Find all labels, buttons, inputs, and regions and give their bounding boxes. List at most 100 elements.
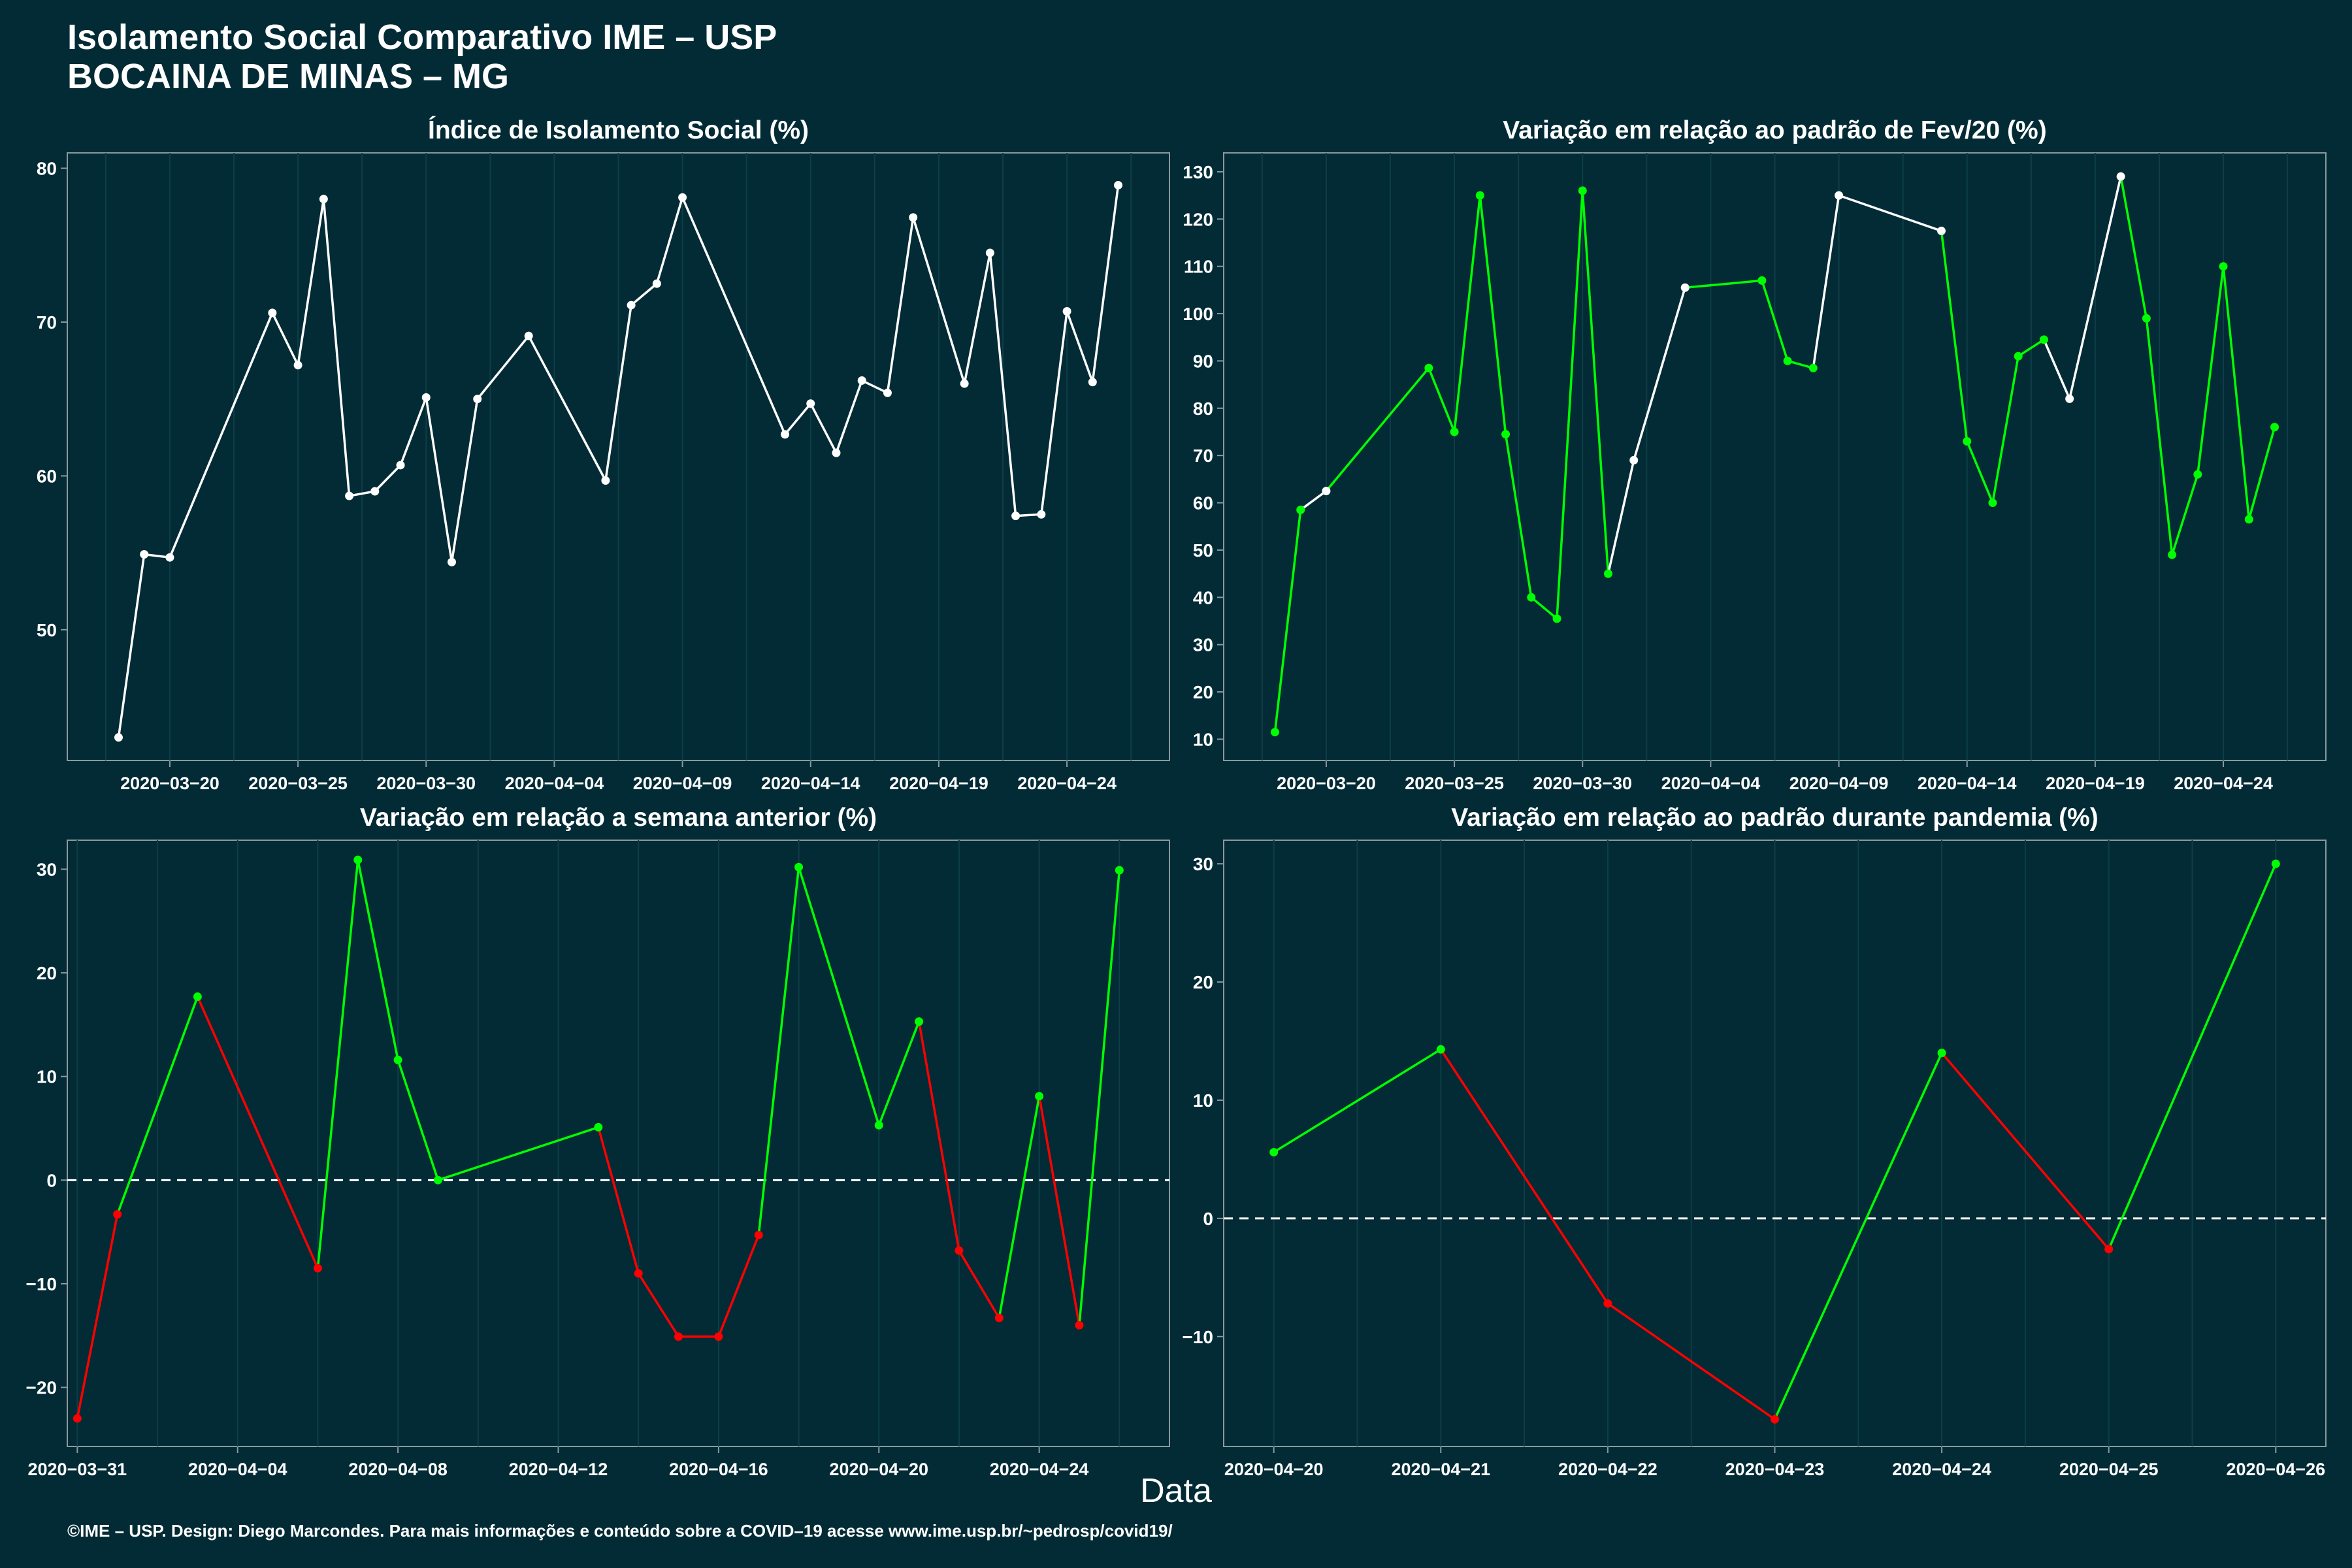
data-point <box>985 248 994 257</box>
data-point <box>678 193 687 202</box>
data-point <box>915 1017 924 1026</box>
data-point <box>1035 1092 1044 1101</box>
data-point <box>421 393 431 402</box>
series-segment <box>1078 869 1121 1327</box>
series-segment <box>1428 367 1456 433</box>
y-tick-label: 30 <box>37 859 57 879</box>
y-tick-label: 10 <box>1193 729 1213 749</box>
data-point <box>2142 314 2151 323</box>
data-point <box>652 279 661 288</box>
x-tick-label: 2020−04−04 <box>188 1460 287 1479</box>
chart-title-line2: BOCAINA DE MINAS – MG <box>67 57 510 96</box>
data-point <box>1963 436 1972 446</box>
data-point <box>627 301 636 310</box>
y-tick-label: −10 <box>26 1274 57 1294</box>
y-tick-label: 60 <box>1193 493 1213 514</box>
y-tick-label: 30 <box>1193 854 1213 874</box>
series-segment <box>2197 265 2225 476</box>
series-segment <box>998 1095 1041 1320</box>
y-tick-label: 50 <box>1193 540 1213 561</box>
series-segment <box>1014 513 1043 517</box>
y-tick-label: 80 <box>1193 399 1213 419</box>
series-segment <box>1037 1095 1081 1327</box>
x-tick-label: 2020−04−14 <box>1918 774 2017 793</box>
series-segment <box>717 1233 760 1338</box>
data-point <box>1062 307 1071 316</box>
series-segment <box>527 335 607 482</box>
y-tick-label: 80 <box>37 159 57 179</box>
data-point <box>293 361 302 370</box>
series-segment <box>116 995 199 1216</box>
series-segment <box>963 252 992 385</box>
series-segment <box>316 858 359 1269</box>
data-point <box>396 461 405 470</box>
data-point <box>1680 283 1690 292</box>
data-point <box>794 862 804 872</box>
series-segment <box>425 396 453 564</box>
series-segment <box>1091 184 1120 384</box>
data-point <box>909 213 918 222</box>
x-tick-label: 2020−03−25 <box>248 774 348 793</box>
panel-title-semana: Variação em relação a semana anterior (%… <box>359 804 877 832</box>
data-point <box>193 992 202 1002</box>
series-segment <box>1761 279 1789 363</box>
data-point <box>114 733 123 742</box>
y-tick-label: 90 <box>1193 351 1213 371</box>
data-point <box>2039 335 2048 344</box>
data-point <box>2193 470 2202 479</box>
data-point <box>2065 394 2074 403</box>
data-point <box>1937 226 1946 235</box>
data-point <box>1783 356 1792 365</box>
data-point <box>1037 510 1046 519</box>
x-tick-label: 2020−03−31 <box>28 1460 127 1479</box>
data-point <box>857 376 866 385</box>
series-segment <box>630 282 659 306</box>
x-tick-label: 2020−04−22 <box>1558 1460 1658 1479</box>
data-point <box>319 195 328 204</box>
x-tick-label: 2020−04−20 <box>1224 1460 1324 1479</box>
series-segment <box>637 1272 680 1338</box>
y-tick-label: 120 <box>1183 209 1213 229</box>
data-point <box>268 308 277 318</box>
data-point <box>1075 1320 1084 1330</box>
x-tick-label: 2020−03−30 <box>1533 774 1632 793</box>
data-point <box>714 1332 723 1341</box>
series-segment <box>76 1213 119 1420</box>
x-tick-label: 2020−04−08 <box>348 1460 448 1479</box>
series-segment <box>2119 175 2148 320</box>
y-tick-label: 20 <box>37 963 57 983</box>
series-segment <box>2247 426 2276 521</box>
data-point <box>1088 378 1097 387</box>
data-point <box>1988 498 1997 508</box>
y-tick-label: 60 <box>37 466 57 486</box>
data-point <box>345 491 354 500</box>
x-tick-label: 2020−04−23 <box>1725 1460 1825 1479</box>
series-segment <box>1991 355 2019 504</box>
data-point <box>1450 427 1459 436</box>
series-segment <box>1273 508 1302 734</box>
footer-credits: ©IME – USP. Design: Diego Marcondes. Par… <box>67 1521 1173 1541</box>
data-point <box>1296 505 1305 514</box>
x-tick-label: 2020−04−24 <box>1017 774 1117 793</box>
data-point <box>1552 614 1561 623</box>
series-segment <box>1965 440 1994 504</box>
x-tick-label: 2020−04−14 <box>761 774 860 793</box>
y-tick-label: 100 <box>1183 304 1213 324</box>
data-point <box>2244 515 2253 524</box>
series-segment <box>958 1249 1001 1320</box>
series-segment <box>917 1020 960 1252</box>
data-point <box>1603 569 1612 578</box>
series-segment <box>271 312 299 367</box>
data-point <box>1322 486 1331 495</box>
series-segment <box>2068 175 2122 400</box>
x-tick-label: 2020−04−21 <box>1391 1460 1490 1479</box>
series-segment <box>117 553 146 739</box>
y-tick-label: 20 <box>1193 682 1213 702</box>
series-segment <box>783 402 812 436</box>
x-tick-label: 2020−04−19 <box>889 774 988 793</box>
series-segment <box>1325 367 1430 493</box>
data-point <box>832 448 841 457</box>
x-tick-label: 2020−04−09 <box>633 774 732 793</box>
series-segment <box>1556 189 1584 620</box>
